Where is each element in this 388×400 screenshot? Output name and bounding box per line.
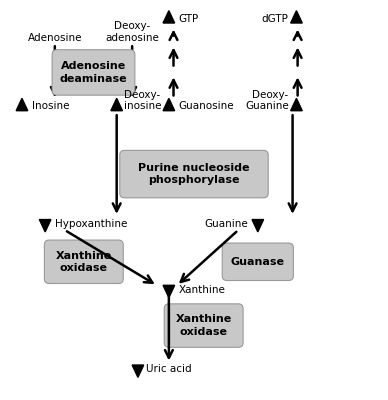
Text: Purine nucleoside
phosphorylase: Purine nucleoside phosphorylase xyxy=(138,163,250,185)
Text: dGTP: dGTP xyxy=(262,14,289,24)
FancyBboxPatch shape xyxy=(222,243,293,280)
Text: Deoxy-
inosine: Deoxy- inosine xyxy=(125,90,162,111)
Text: Uric acid: Uric acid xyxy=(146,364,191,374)
Text: Xanthine: Xanthine xyxy=(178,285,225,295)
Polygon shape xyxy=(291,11,302,23)
Text: Deoxy-
Guanine: Deoxy- Guanine xyxy=(245,90,289,111)
Text: GTP: GTP xyxy=(178,14,199,24)
Polygon shape xyxy=(252,220,263,232)
Polygon shape xyxy=(163,11,175,23)
Text: Inosine: Inosine xyxy=(32,101,69,111)
Text: Guanosine: Guanosine xyxy=(178,101,234,111)
Text: Xanthine
oxidase: Xanthine oxidase xyxy=(175,314,232,337)
Text: Deoxy-
adenosine: Deoxy- adenosine xyxy=(105,21,159,42)
Polygon shape xyxy=(39,220,51,232)
Text: Adenosine: Adenosine xyxy=(28,32,82,42)
Text: Guanase: Guanase xyxy=(231,257,285,267)
Polygon shape xyxy=(132,365,144,377)
FancyBboxPatch shape xyxy=(164,304,243,347)
Polygon shape xyxy=(111,98,123,111)
Text: Adenosine
deaminase: Adenosine deaminase xyxy=(60,61,127,84)
Polygon shape xyxy=(16,98,28,111)
Polygon shape xyxy=(291,98,302,111)
FancyBboxPatch shape xyxy=(44,240,123,284)
Text: Hypoxanthine: Hypoxanthine xyxy=(55,219,127,229)
FancyBboxPatch shape xyxy=(120,150,268,198)
FancyBboxPatch shape xyxy=(52,50,135,95)
Polygon shape xyxy=(163,98,175,111)
Text: Guanine: Guanine xyxy=(204,219,248,229)
Text: Xanthine
oxidase: Xanthine oxidase xyxy=(56,250,112,273)
Polygon shape xyxy=(163,285,175,298)
